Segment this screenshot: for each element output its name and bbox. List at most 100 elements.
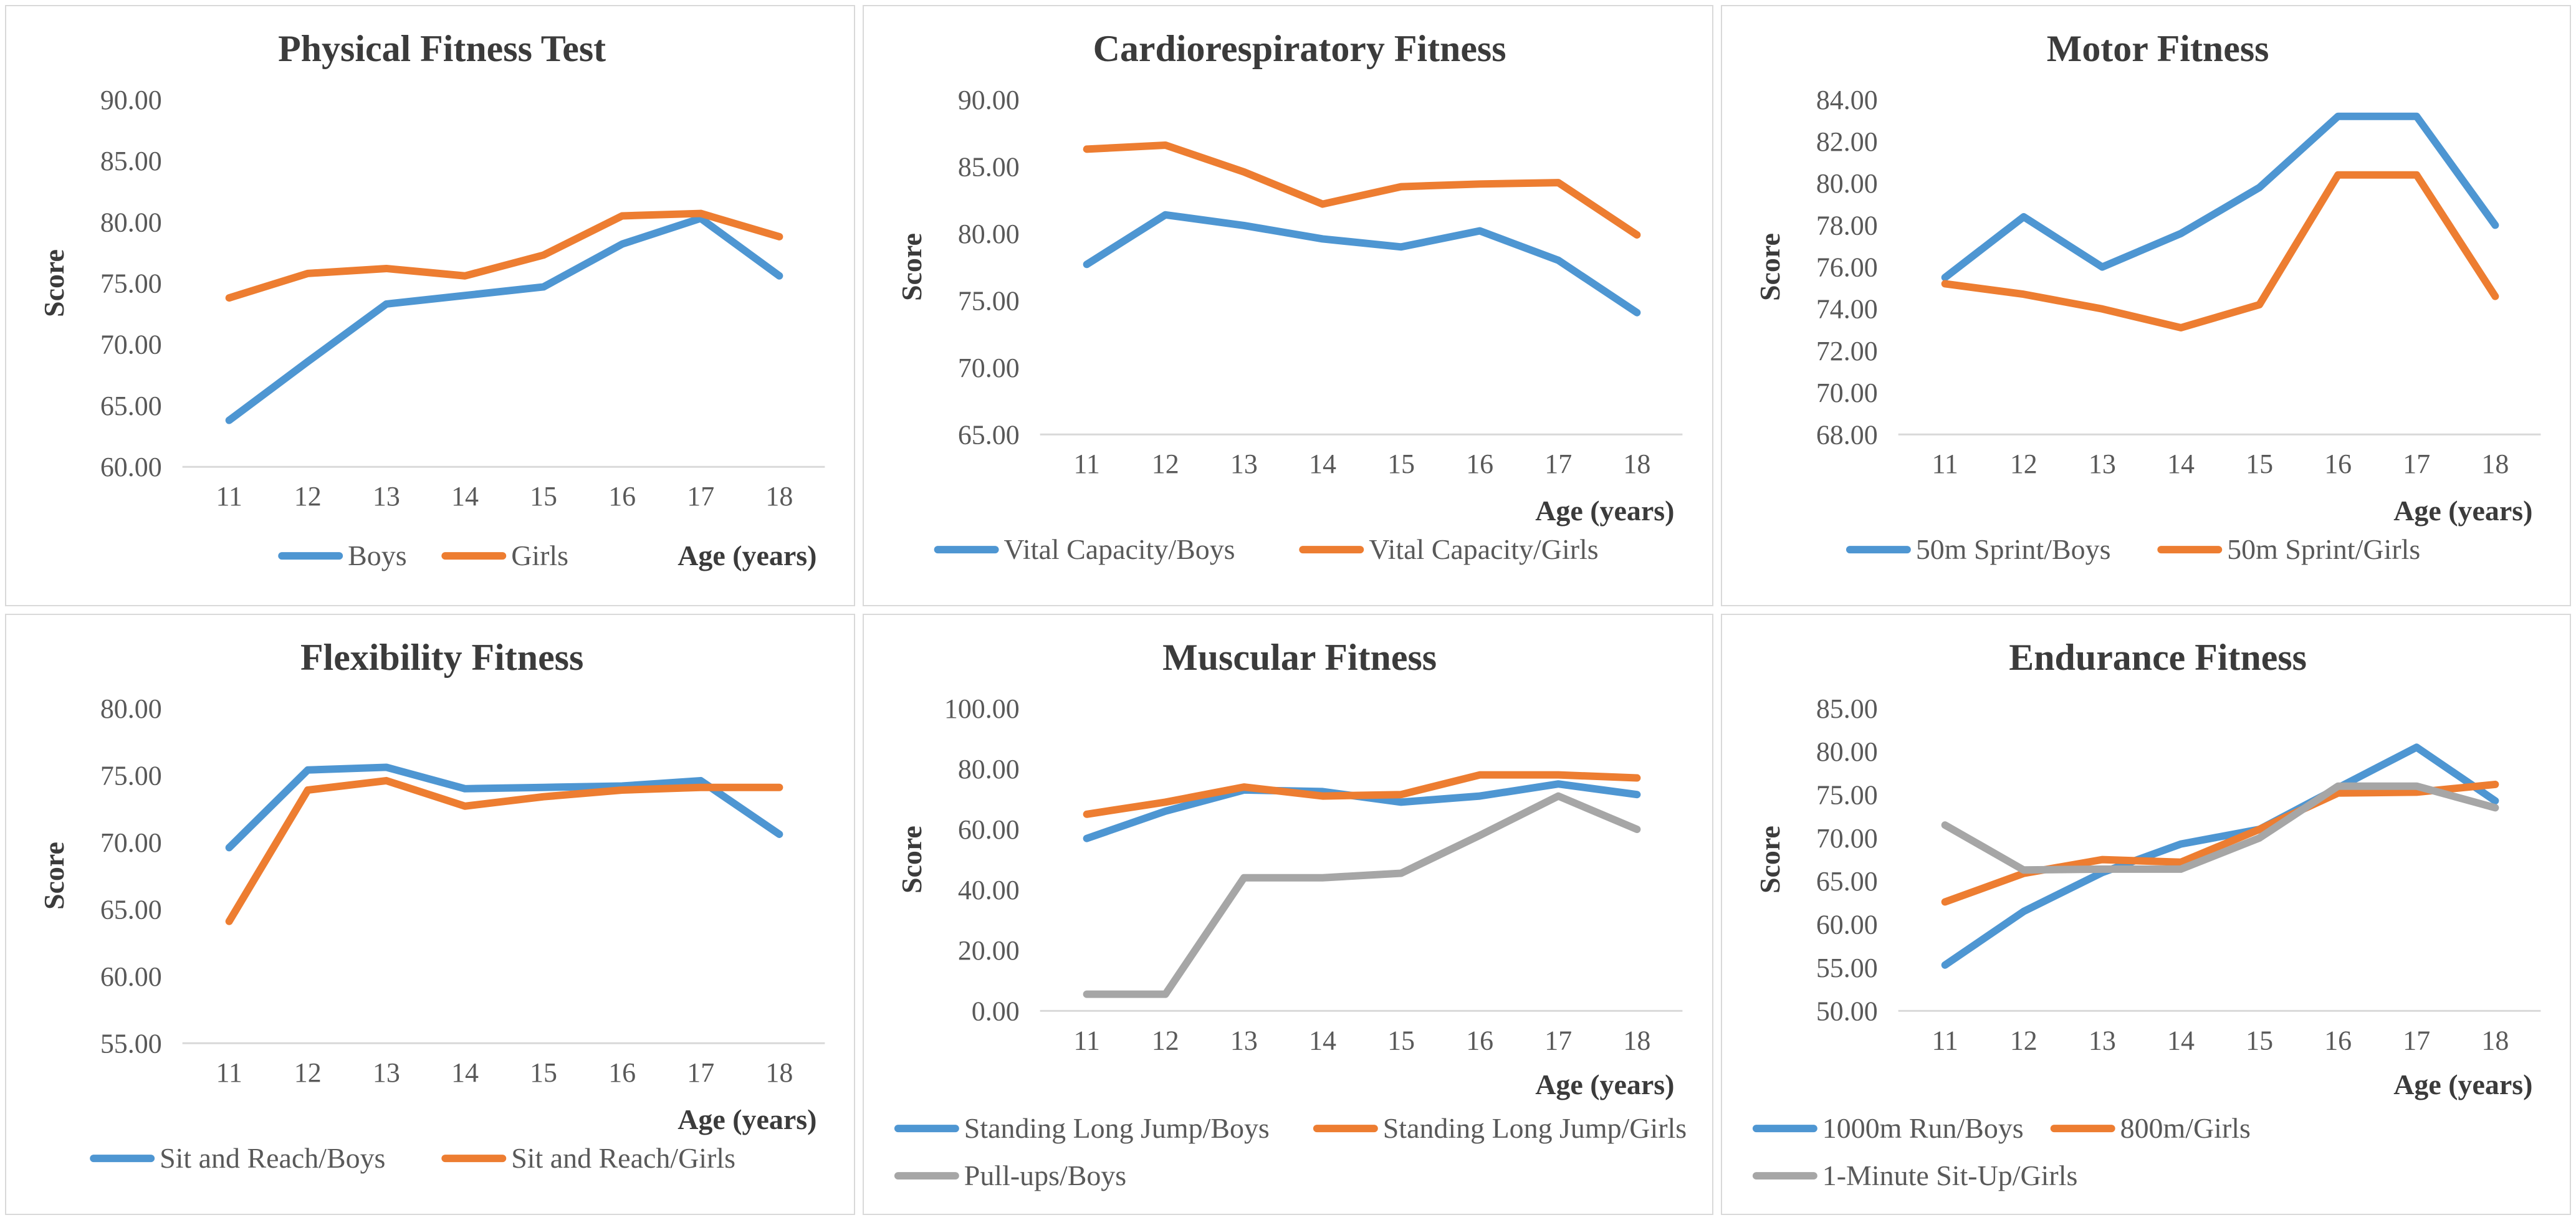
- y-tick-label: 75.00: [958, 285, 1020, 316]
- y-tick-label: 70.00: [958, 353, 1020, 383]
- chart-canvas-flexibility-fitness: Flexibility Fitness 55.00 60.00 65.00 70.00 7…: [38, 637, 825, 1174]
- x-tick-label: 14: [2167, 449, 2195, 479]
- series-line-standing-long-jump-girls: [1083, 771, 1641, 818]
- chart-title: Physical Fitness Test: [278, 28, 606, 69]
- x-tick-label: 17: [1545, 449, 1573, 479]
- x-tick-label: 12: [1152, 1025, 1179, 1056]
- x-axis-title: Age (years): [1536, 1069, 1675, 1100]
- y-tick-label: 65.00: [1816, 866, 1878, 897]
- y-axis-title: Score: [1754, 826, 1786, 894]
- y-axis-title: Score: [1754, 233, 1786, 301]
- legend-label-boys: Boys: [348, 540, 406, 571]
- x-tick-label: 13: [1230, 449, 1258, 479]
- x-tick-label: 16: [2324, 449, 2352, 479]
- x-tick-label: 13: [373, 481, 400, 512]
- y-tick-label: 60.00: [100, 961, 162, 992]
- chart-canvas-endurance-fitness: Endurance Fitness 50.00 55.00 60.00 65.00 70.…: [1752, 637, 2541, 1191]
- y-tick-label: 76.00: [1816, 252, 1878, 283]
- series-line-1000m-run-boys: [1941, 743, 2499, 969]
- y-tick-label: 70.00: [100, 330, 162, 360]
- legend-label-1000m-run-boys: 1000m Run/Boys: [1822, 1112, 2023, 1144]
- y-tick-label: 80.00: [1816, 736, 1878, 767]
- x-tick-label: 13: [373, 1057, 400, 1088]
- series-line-1-minute-sit-up-girls: [1941, 782, 2499, 874]
- x-tick-label: 15: [1387, 1025, 1415, 1056]
- y-tick-label: 75.00: [100, 269, 162, 299]
- legend-label-vital-capacity-girls: Vital Capacity/Girls: [1369, 533, 1599, 565]
- chart-panel-cardiorespiratory-fitness: Cardiorespiratory Fitness 65.00 70.00 75.00…: [863, 5, 1713, 606]
- y-tick-label: 20.00: [958, 935, 1020, 966]
- y-tick-label: 65.00: [958, 419, 1020, 450]
- chart-title: Motor Fitness: [2046, 28, 2269, 69]
- x-tick-label: 12: [294, 1057, 322, 1088]
- y-tick-label: 80.00: [1816, 168, 1878, 199]
- x-tick-label: 18: [1624, 1025, 1651, 1056]
- legend-label-standing-long-jump-girls: Standing Long Jump/Girls: [1383, 1112, 1687, 1144]
- x-tick-label: 11: [1932, 1025, 1958, 1056]
- y-axis-title: Score: [896, 826, 927, 894]
- y-tick-label: 80.00: [100, 693, 162, 724]
- legend-label-girls: Girls: [511, 540, 568, 571]
- x-tick-label: 16: [2324, 1025, 2352, 1056]
- y-tick-label: 75.00: [1816, 780, 1878, 811]
- series-line-boys: [225, 214, 783, 424]
- x-axis-title: Age (years): [2393, 495, 2532, 527]
- y-tick-label: 72.00: [1816, 336, 1878, 366]
- y-tick-label: 65.00: [100, 391, 162, 421]
- x-tick-label: 12: [294, 481, 322, 512]
- legend-label-pull-ups-boys: Pull-ups/Boys: [964, 1160, 1126, 1191]
- y-tick-label: 78.00: [1816, 210, 1878, 241]
- y-tick-label: 80.00: [958, 754, 1020, 784]
- x-tick-label: 15: [530, 481, 557, 512]
- chart-canvas-motor-fitness: Motor Fitness 68.00 70.00 72.00 74.00 76.00 78…: [1754, 28, 2541, 565]
- y-axis-title: Score: [896, 233, 927, 301]
- x-tick-label: 14: [1309, 449, 1336, 479]
- y-tick-label: 85.00: [1816, 693, 1878, 724]
- chart-title: Flexibility Fitness: [300, 637, 583, 678]
- series-line-vital-capacity-boys: [1083, 211, 1641, 317]
- y-axis-title: Score: [38, 249, 70, 317]
- x-tick-label: 16: [1467, 449, 1494, 479]
- series-line-800m-girls: [1941, 780, 2499, 906]
- x-tick-label: 15: [2246, 449, 2273, 479]
- x-tick-label: 16: [1467, 1025, 1494, 1056]
- chart-panel-muscular-fitness: Muscular Fitness 0.00 20.00 40.00 60.00 80.00…: [863, 614, 1713, 1215]
- x-tick-label: 16: [608, 481, 636, 512]
- y-tick-label: 82.00: [1816, 126, 1878, 157]
- legend-label-800m-girls: 800m/Girls: [2120, 1112, 2250, 1144]
- y-tick-label: 84.00: [1816, 85, 1878, 115]
- x-tick-label: 11: [216, 1057, 242, 1088]
- y-tick-label: 85.00: [958, 151, 1020, 182]
- x-axis-title: Age (years): [678, 1103, 816, 1135]
- x-tick-label: 15: [530, 1057, 557, 1088]
- chart-panel-flexibility-fitness: Flexibility Fitness 55.00 60.00 65.00 70.00 7…: [5, 614, 856, 1215]
- y-tick-label: 80.00: [958, 219, 1020, 249]
- x-tick-label: 11: [216, 481, 242, 512]
- chart-panel-endurance-fitness: Endurance Fitness 50.00 55.00 60.00 65.00 70.…: [1720, 614, 2571, 1215]
- x-tick-label: 17: [2403, 449, 2430, 479]
- chart-panel-physical-fitness-test: Physical Fitness Test 60.00 65.00 70.00 75.0…: [5, 5, 856, 606]
- series-line-50m-sprint-boys: [1941, 112, 2499, 282]
- x-tick-label: 11: [1074, 1025, 1100, 1056]
- y-tick-label: 74.00: [1816, 294, 1878, 325]
- x-tick-label: 18: [765, 1057, 793, 1088]
- chart-canvas-muscular-fitness: Muscular Fitness 0.00 20.00 40.00 60.00 80.00…: [894, 637, 1687, 1191]
- chart-panel-motor-fitness: Motor Fitness 68.00 70.00 72.00 74.00 76.00 78…: [1720, 5, 2571, 606]
- series-line-pull-ups-boys: [1083, 792, 1641, 998]
- x-tick-label: 18: [2481, 449, 2509, 479]
- legend-label-vital-capacity-boys: Vital Capacity/Boys: [1004, 533, 1235, 565]
- y-tick-label: 40.00: [958, 875, 1020, 905]
- series-line-girls: [225, 209, 783, 302]
- legend-label-1-minute-sit-up-girls: 1-Minute Sit-Up/Girls: [1822, 1160, 2077, 1191]
- x-tick-label: 15: [1387, 449, 1415, 479]
- chart-canvas-cardiorespiratory-fitness: Cardiorespiratory Fitness 65.00 70.00 75.00…: [896, 28, 1683, 565]
- legend-label-50m-sprint-girls: 50m Sprint/Girls: [2227, 533, 2420, 565]
- x-axis-title: Age (years): [678, 540, 816, 571]
- y-tick-label: 70.00: [1816, 823, 1878, 854]
- series-line-vital-capacity-girls: [1083, 141, 1641, 239]
- x-axis-title: Age (years): [2393, 1069, 2532, 1100]
- x-tick-label: 13: [1230, 1025, 1258, 1056]
- y-tick-label: 50.00: [1816, 996, 1878, 1026]
- y-tick-label: 100.00: [944, 693, 1020, 724]
